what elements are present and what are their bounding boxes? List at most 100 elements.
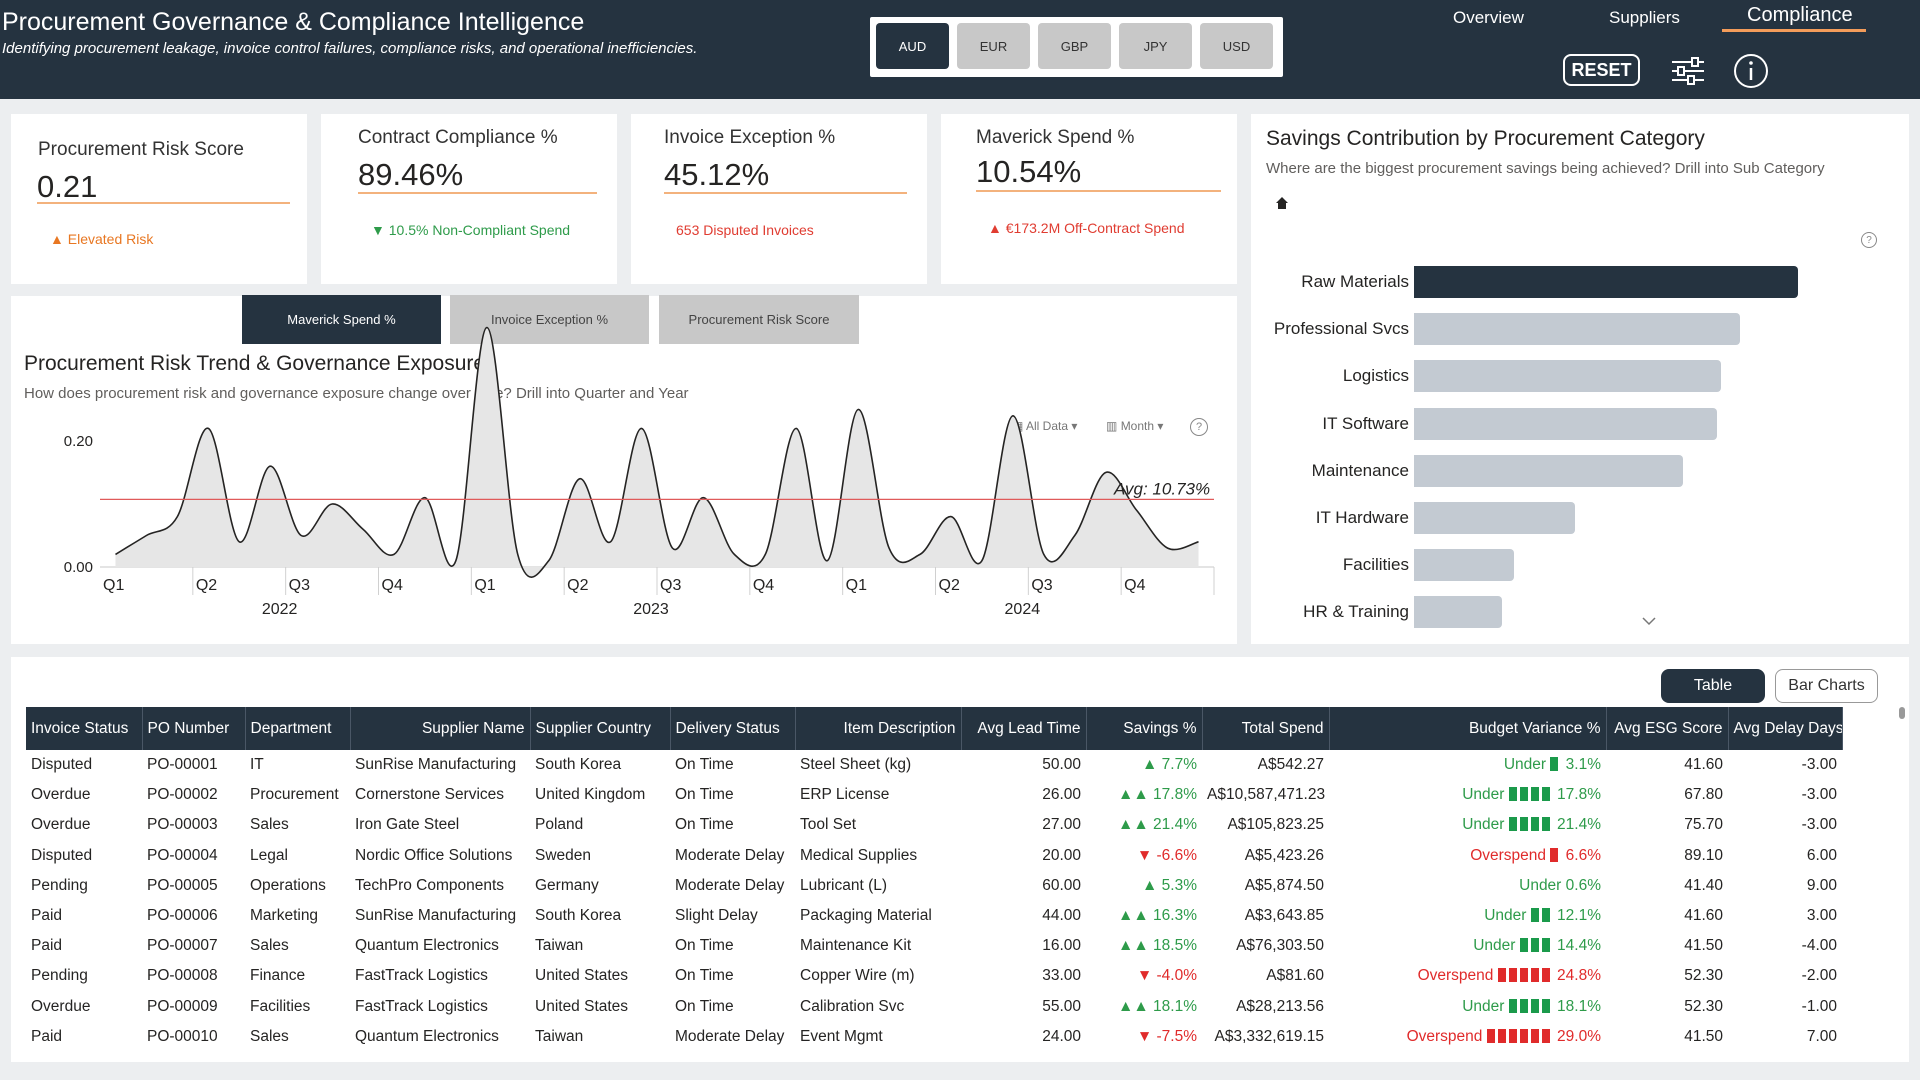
help-icon[interactable]: ? <box>1861 232 1877 248</box>
currency-jpy-button[interactable]: JPY <box>1119 23 1192 69</box>
col-invoice-status[interactable]: Invoice Status <box>26 707 143 750</box>
variance-label: Under <box>1462 997 1509 1015</box>
home-icon[interactable] <box>1275 196 1289 210</box>
triangle-down-icon: ▼ <box>1136 967 1157 985</box>
cell-delay-days: 9.00 <box>1806 876 1837 894</box>
currency-eur-button[interactable]: EUR <box>957 23 1030 69</box>
table-row[interactable]: Overdue PO-00003 Sales Iron Gate Steel Polan… <box>26 810 1842 840</box>
cell-po-number: PO-00001 <box>147 756 218 774</box>
table-row[interactable]: Pending PO-00008 Finance FastTrack Logistic… <box>26 961 1842 991</box>
cell-esg-score: 41.50 <box>1684 937 1723 955</box>
currency-usd-button[interactable]: USD <box>1200 23 1273 69</box>
cell-delivery-status: On Time <box>675 937 734 955</box>
cell-avg-lead-time: 44.00 <box>1042 907 1081 925</box>
tab-compliance[interactable]: Compliance <box>1747 4 1853 26</box>
table-view-button[interactable]: Table <box>1661 669 1765 703</box>
savings-bar[interactable] <box>1414 407 1718 440</box>
cell-budget-variance: Overspend 6.6% <box>1329 841 1606 871</box>
col-item-description[interactable]: Item Description <box>795 707 962 750</box>
period-control[interactable]: ▥ Month ▾ <box>1106 419 1164 433</box>
table-row[interactable]: Disputed PO-00004 Legal Nordic Office Solut… <box>26 841 1842 871</box>
toggle-invoice-exception[interactable]: Invoice Exception % <box>450 295 649 344</box>
help-icon[interactable]: ? <box>1190 418 1208 436</box>
cell-item-description: Maintenance Kit <box>800 937 912 955</box>
currency-gbp-button[interactable]: GBP <box>1038 23 1111 69</box>
col-department[interactable]: Department <box>245 707 351 750</box>
col-avg-lead-time[interactable]: Avg Lead Time <box>961 707 1087 750</box>
cell-delay-days: -2.00 <box>1801 967 1837 985</box>
toggle-maverick-spend[interactable]: Maverick Spend % <box>242 295 441 344</box>
data-scope-control[interactable]: ▦ All Data ▾ <box>1012 419 1078 433</box>
col-supplier-name[interactable]: Supplier Name <box>350 707 531 750</box>
cell-supplier-country: Poland <box>535 816 584 834</box>
cell-supplier-name: FastTrack Logistics <box>355 997 488 1015</box>
cell-delivery-status: Slight Delay <box>675 907 758 925</box>
col-esg-score[interactable]: Avg ESG Score <box>1606 707 1729 750</box>
col-delay-days[interactable]: Avg Delay Days <box>1728 707 1843 750</box>
table-row[interactable]: Pending PO-00005 Operations TechPro Compone… <box>26 871 1842 901</box>
bar-charts-view-button[interactable]: Bar Charts <box>1775 669 1878 703</box>
cell-supplier-name: SunRise Manufacturing <box>355 756 517 774</box>
variance-value: 12.1% <box>1552 907 1601 925</box>
table-scrollbar[interactable] <box>1899 707 1905 719</box>
toggle-risk-score[interactable]: Procurement Risk Score <box>659 295 859 344</box>
triangle-up-icon: ▲▲ <box>1118 937 1154 955</box>
col-total-spend[interactable]: Total Spend <box>1202 707 1330 750</box>
filter-sliders-icon[interactable] <box>1670 56 1706 86</box>
cell-avg-lead-time: 16.00 <box>1042 937 1081 955</box>
savings-bar[interactable] <box>1414 502 1576 534</box>
variance-bar <box>1519 938 1528 953</box>
kpi-value: 45.12% <box>664 157 770 192</box>
category-label: IT Software <box>1322 413 1409 433</box>
cell-department: Operations <box>250 876 326 894</box>
tab-overview[interactable]: Overview <box>1453 8 1524 27</box>
savings-bar[interactable] <box>1414 360 1722 393</box>
cell-delivery-status: On Time <box>675 967 734 985</box>
table-row[interactable]: Disputed PO-00001 IT SunRise Manufacturing S… <box>26 750 1842 780</box>
cell-delivery-status: On Time <box>675 756 734 774</box>
table-row[interactable]: Overdue PO-00009 Facilities FastTrack Logis… <box>26 992 1842 1022</box>
cell-total-spend: A$10,587,471.23 <box>1207 786 1326 804</box>
chevron-down-icon[interactable] <box>1642 616 1656 626</box>
table-row[interactable]: Overdue PO-00002 Procurement Cornerstone Se… <box>26 780 1842 810</box>
table-row[interactable]: Paid PO-00006 Marketing SunRise Manufacturi… <box>26 901 1842 931</box>
col-budget-variance[interactable]: Budget Variance % <box>1329 707 1607 750</box>
reset-button[interactable]: RESET <box>1563 54 1640 86</box>
savings-bar[interactable] <box>1414 266 1798 298</box>
savings-title: Savings Contribution by Procurement Cate… <box>1266 127 1705 150</box>
cell-savings: ▲▲ 17.8% <box>1086 780 1202 810</box>
cell-po-number: PO-00009 <box>147 997 218 1015</box>
variance-label: Under <box>1503 756 1551 774</box>
table-row[interactable]: Paid PO-00007 Sales Quantum Electronics Taiw… <box>26 931 1842 961</box>
col-supplier-country[interactable]: Supplier Country <box>530 707 671 750</box>
table-row[interactable]: Paid PO-00010 Sales Quantum Electronics Taiw… <box>26 1022 1842 1052</box>
variance-bar <box>1508 998 1517 1013</box>
col-po-number[interactable]: PO Number <box>142 707 246 750</box>
savings-bar[interactable] <box>1414 549 1514 582</box>
variance-label: Under <box>1473 937 1520 955</box>
col-savings[interactable]: Savings % <box>1086 707 1203 750</box>
variance-bar <box>1530 817 1539 832</box>
cell-budget-variance: Under 17.8% <box>1329 780 1606 810</box>
col-delivery-status[interactable]: Delivery Status <box>670 707 796 750</box>
cell-item-description: Event Mgmt <box>800 1027 883 1045</box>
variance-bar <box>1508 968 1517 983</box>
cell-budget-variance: Under 12.1% <box>1329 901 1606 931</box>
kpi-note: ▲ Elevated Risk <box>50 231 153 247</box>
currency-aud-button[interactable]: AUD <box>876 23 949 69</box>
savings-value: 18.1% <box>1153 997 1197 1015</box>
kpi-label: Invoice Exception % <box>664 127 836 148</box>
variance-bar <box>1519 787 1528 802</box>
cell-department: Facilities <box>250 997 311 1015</box>
triangle-down-icon: ▼ <box>371 222 385 238</box>
savings-value: -7.5% <box>1156 1027 1198 1045</box>
savings-bar[interactable] <box>1414 454 1683 487</box>
cell-delay-days: -3.00 <box>1801 786 1837 804</box>
info-icon[interactable] <box>1733 53 1769 89</box>
savings-bar[interactable] <box>1414 313 1741 346</box>
tab-suppliers[interactable]: Suppliers <box>1609 8 1680 27</box>
cell-budget-variance: Under 0.6% <box>1329 871 1606 901</box>
variance-bar <box>1530 968 1539 983</box>
cell-savings: ▲▲ 18.1% <box>1086 992 1202 1022</box>
savings-bar[interactable] <box>1414 596 1503 629</box>
